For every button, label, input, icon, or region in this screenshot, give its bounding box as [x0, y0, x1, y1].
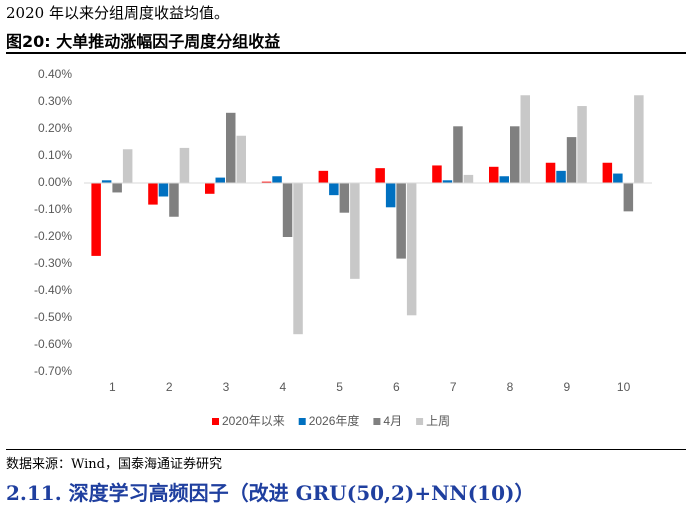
bar [282, 183, 293, 237]
bar [566, 137, 577, 183]
figure-title: 图20: 大单推动涨幅因子周度分组收益 [6, 32, 281, 51]
y-tick-label: 0.30% [38, 94, 72, 108]
bar [339, 183, 350, 213]
bar [499, 176, 509, 183]
legend-swatch [298, 418, 306, 425]
section-heading: 2.11. 深度学习高频因子（改进 GRU(50,2)+NN(10)） [6, 481, 535, 505]
x-tick-label: 3 [223, 380, 230, 394]
y-tick-label: -0.20% [34, 229, 72, 243]
bar [236, 135, 246, 183]
y-tick-label: -0.60% [34, 337, 72, 351]
bar [122, 149, 133, 183]
bar [577, 106, 587, 183]
bar [520, 95, 530, 183]
x-tick-label: 10 [617, 380, 631, 394]
legend-swatch [416, 418, 424, 425]
x-tick-label: 7 [450, 380, 457, 394]
bar [169, 183, 179, 217]
bar [148, 183, 158, 205]
bar [272, 176, 282, 183]
bar [293, 183, 303, 335]
bar [350, 183, 360, 279]
source-rule [6, 449, 686, 450]
x-tick-label: 9 [563, 380, 570, 394]
bar [91, 183, 101, 256]
source-note: 数据来源：Wind，国泰海通证券研究 [6, 457, 222, 472]
bar [396, 183, 406, 259]
bar [158, 183, 169, 197]
bar [406, 183, 417, 316]
bar [205, 183, 215, 194]
x-tick-label: 5 [336, 380, 343, 394]
bar [226, 112, 236, 183]
legend-swatch [373, 418, 381, 425]
legend-swatch [212, 418, 219, 425]
bar [432, 165, 442, 183]
legend-label: 2020年以来 [222, 414, 285, 428]
x-tick-label: 4 [279, 380, 286, 394]
y-tick-label: 0.00% [38, 175, 72, 189]
x-tick-label: 8 [507, 380, 514, 394]
title-rule [6, 52, 686, 54]
y-tick-label: 0.20% [38, 121, 72, 135]
x-tick-label: 6 [393, 380, 400, 394]
bar [112, 183, 122, 193]
x-tick-label: 1 [109, 380, 116, 394]
bar [613, 173, 623, 183]
bar [385, 183, 396, 208]
legend-label: 上周 [426, 414, 450, 428]
bar [463, 174, 474, 183]
bar [261, 181, 272, 183]
y-tick-label: -0.30% [34, 256, 72, 270]
y-tick-label: -0.10% [34, 202, 72, 216]
legend-label: 4月 [383, 414, 402, 428]
y-tick-label: 0.40% [38, 67, 72, 81]
bar [442, 180, 453, 183]
y-tick-label: -0.70% [34, 364, 72, 378]
y-tick-label: 0.10% [38, 148, 72, 162]
intro-text: 2020 年以来分组周度收益均值。 [6, 4, 229, 22]
bar [489, 166, 499, 183]
bar [318, 170, 329, 183]
y-tick-label: -0.40% [34, 283, 72, 297]
y-tick-label: -0.50% [34, 310, 72, 324]
bar [556, 170, 566, 183]
bar [215, 177, 225, 183]
chart: 0.40% 0.30% 0.20% 0.10% 0.00% -0.10% -0.20% -0.… [34, 67, 652, 428]
bar [602, 162, 613, 183]
bar [179, 147, 190, 183]
bar [510, 126, 520, 183]
bar [375, 168, 385, 183]
bar [101, 180, 112, 183]
bar [623, 183, 634, 212]
bar [545, 162, 556, 183]
bar [453, 126, 463, 183]
legend-label: 2026年度 [309, 413, 360, 428]
x-tick-label: 2 [166, 380, 173, 394]
bar [329, 183, 339, 196]
bar [634, 95, 644, 183]
